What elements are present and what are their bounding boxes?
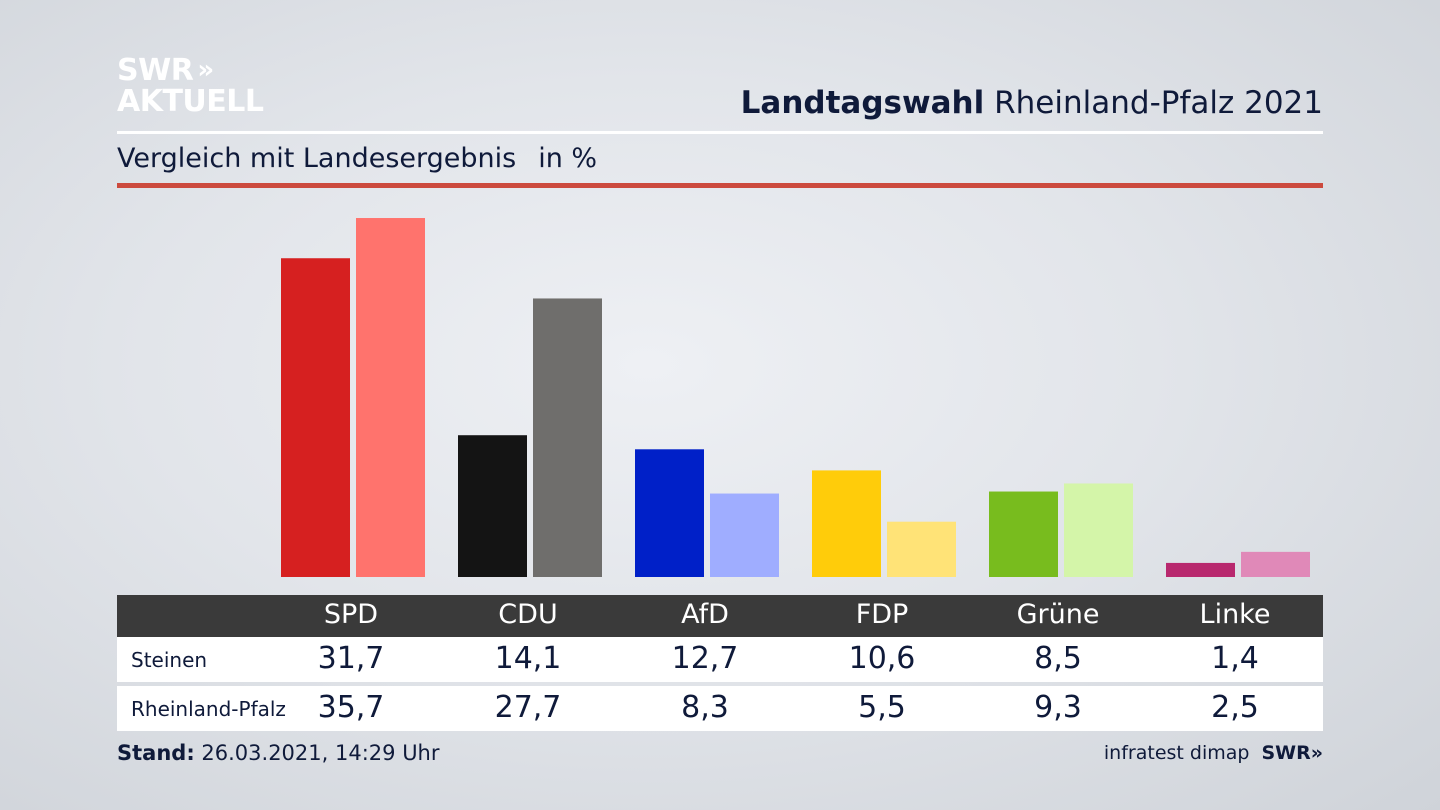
header-divider <box>117 131 1323 134</box>
bar-fdp-steinen <box>812 470 881 577</box>
value-cell: 14,1 <box>494 641 562 676</box>
source-credit: infratest dimap SWR» <box>1104 742 1323 764</box>
bar-cdu-steinen <box>458 435 527 577</box>
value-cell: 9,3 <box>1034 690 1082 725</box>
page-title: Landtagswahl Rheinland-Pfalz 2021 <box>741 85 1323 121</box>
accent-divider <box>117 183 1323 188</box>
row-label: Rheinland-Pfalz <box>131 697 286 721</box>
table-header: SPD CDU AfD FDP Grüne Linke <box>117 595 1323 637</box>
bar-gruene-rheinland-pfalz <box>1064 483 1133 577</box>
value-cell: 12,7 <box>671 641 739 676</box>
subtitle-unit: in % <box>538 143 598 174</box>
value-cell: 35,7 <box>317 690 385 725</box>
subtitle-text: Vergleich mit Landesergebnis <box>117 143 517 174</box>
value-cell: 5,5 <box>858 690 906 725</box>
title-bold: Landtagswahl <box>740 85 985 121</box>
bar-gruene-steinen <box>989 491 1058 577</box>
chart-subtitle: Vergleich mit Landesergebnis in % <box>117 143 597 174</box>
bar-chart <box>281 218 1310 577</box>
logo-line2: AKTUELL <box>117 84 264 119</box>
stand-label: Stand: <box>117 741 195 765</box>
timestamp: Stand: 26.03.2021, 14:29 Uhr <box>117 741 440 765</box>
source-label: infratest dimap <box>1103 742 1250 764</box>
header-linke: Linke <box>1199 599 1271 630</box>
bar-afd-steinen <box>635 449 704 577</box>
stand-value: 26.03.2021, 14:29 Uhr <box>201 741 440 765</box>
logo-line1: SWR <box>117 53 194 88</box>
value-cell: 8,5 <box>1034 641 1082 676</box>
title-rest: Rheinland-Pfalz 2021 <box>994 85 1323 121</box>
row-label: Steinen <box>131 648 208 672</box>
swr-logo-small: SWR» <box>1261 742 1323 764</box>
swr-aktuell-logo: SWR» AKTUELL <box>117 55 264 117</box>
value-cell: 2,5 <box>1211 690 1259 725</box>
bar-linke-steinen <box>1166 562 1235 577</box>
table-row-rheinland-pfalz: Rheinland-Pfalz 35,7 27,7 8,3 5,5 9,3 2,… <box>117 686 1323 731</box>
value-cell: 10,6 <box>848 641 916 676</box>
header-afd: AfD <box>681 599 729 630</box>
table-row-steinen: Steinen 31,7 14,1 12,7 10,6 8,5 1,4 <box>117 637 1323 682</box>
header-cdu: CDU <box>498 599 558 630</box>
bar-fdp-rheinland-pfalz <box>887 521 956 577</box>
bar-cdu-rheinland-pfalz <box>533 298 602 577</box>
header-gruene: Grüne <box>1016 599 1100 630</box>
header-spd: SPD <box>323 599 379 630</box>
bar-afd-rheinland-pfalz <box>710 493 779 577</box>
bar-spd-steinen <box>281 258 350 577</box>
bar-spd-rheinland-pfalz <box>356 218 425 577</box>
bar-linke-rheinland-pfalz <box>1241 551 1310 577</box>
value-cell: 31,7 <box>317 641 385 676</box>
value-cell: 27,7 <box>494 690 562 725</box>
header-fdp: FDP <box>855 599 909 630</box>
value-cell: 1,4 <box>1211 641 1259 676</box>
value-cell: 8,3 <box>681 690 729 725</box>
